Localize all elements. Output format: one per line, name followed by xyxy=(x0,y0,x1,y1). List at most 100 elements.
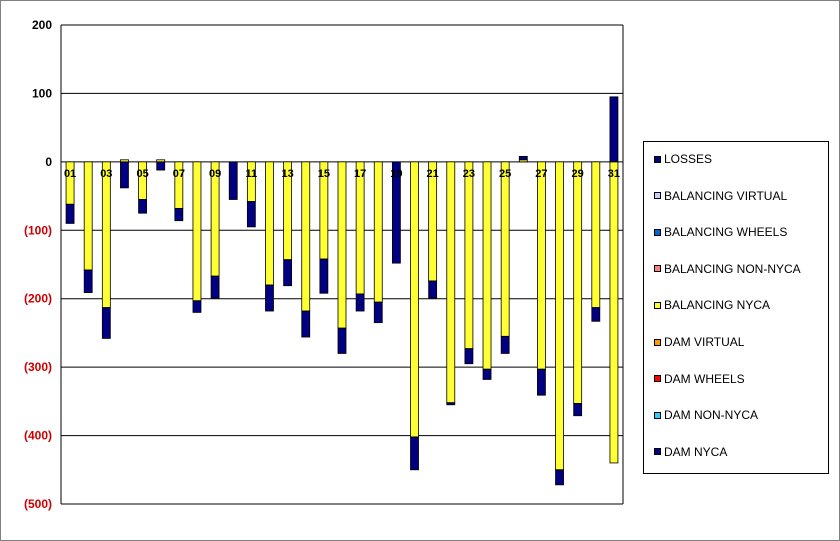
legend-item: BALANCING VIRTUAL xyxy=(654,189,787,203)
legend: LOSSES BALANCING VIRTUAL BALANCING WHEELS B… xyxy=(643,141,829,474)
y-tick-label: (200) xyxy=(24,292,52,306)
legend-label: DAM WHEELS xyxy=(664,371,745,386)
bar-segment xyxy=(265,284,274,312)
bar-segment xyxy=(174,207,184,222)
x-tick-label: 29 xyxy=(572,168,584,180)
bar-segment xyxy=(464,161,474,350)
legend-item: DAM NON-NYCA xyxy=(654,408,758,422)
legend-label: DAM NYCA xyxy=(664,444,728,459)
bar-segment xyxy=(138,199,147,214)
bar-segment xyxy=(355,161,365,295)
x-tick-label: 05 xyxy=(136,168,148,180)
legend-label: BALANCING VIRTUAL xyxy=(664,188,788,203)
bar-segment xyxy=(156,161,166,171)
legend-swatch xyxy=(654,338,661,346)
legend-swatch xyxy=(654,265,661,273)
bar-segment xyxy=(319,258,329,294)
legend-swatch xyxy=(654,228,661,236)
bar-segment xyxy=(283,259,293,287)
legend-swatch xyxy=(654,448,661,456)
legend-label: DAM NON-NYCA xyxy=(664,408,759,423)
bar-segment xyxy=(65,203,75,224)
bar-segment xyxy=(83,269,93,293)
y-tick-label: (100) xyxy=(24,223,52,237)
x-tick-label: 07 xyxy=(173,168,185,180)
bar-segment xyxy=(482,368,492,380)
legend-label: LOSSES xyxy=(664,152,713,166)
bar-segment xyxy=(265,161,274,286)
x-tick-label: 25 xyxy=(499,168,511,180)
bar-segment xyxy=(482,161,492,370)
x-tick-label: 13 xyxy=(281,168,293,180)
bar-segment xyxy=(428,280,438,299)
bar-segment xyxy=(337,327,347,354)
bar-segment xyxy=(337,161,347,329)
bar-segment xyxy=(210,275,220,299)
legend-item: DAM WHEELS xyxy=(654,372,745,386)
y-tick-label: 200 xyxy=(32,18,52,32)
bar-segment xyxy=(464,348,474,365)
x-tick-label: 27 xyxy=(535,168,547,180)
bar-segment xyxy=(391,161,401,264)
x-tick-label: 01 xyxy=(64,168,76,180)
legend-label: BALANCING NYCA xyxy=(664,298,771,313)
bar-segment xyxy=(446,161,456,404)
bar-segment xyxy=(573,403,583,417)
legend-item: DAM VIRTUAL xyxy=(654,335,744,349)
bar-segment xyxy=(228,161,238,200)
bar-segment xyxy=(518,155,528,161)
x-tick-label: 11 xyxy=(246,168,258,180)
bar-segment xyxy=(410,161,419,438)
bar-segment xyxy=(246,201,256,228)
legend-swatch xyxy=(654,192,661,200)
bar-segment xyxy=(355,293,365,312)
legend-label: DAM VIRTUAL xyxy=(664,335,745,349)
legend-item: BALANCING NON-NYCA xyxy=(654,262,801,276)
x-tick-label: 03 xyxy=(100,168,112,180)
x-tick-label: 23 xyxy=(463,168,475,180)
y-tick-label: 100 xyxy=(32,86,52,100)
x-tick-label: 21 xyxy=(427,168,439,180)
y-tick-label: (400) xyxy=(24,429,52,443)
bar-segment xyxy=(591,307,601,322)
x-tick-label: 19 xyxy=(390,168,402,180)
legend-item: LOSSES xyxy=(654,152,712,166)
bar-segment xyxy=(120,161,129,189)
legend-swatch xyxy=(654,411,661,419)
bar-segment xyxy=(555,161,564,471)
bar-segment xyxy=(555,469,564,486)
bar-segment xyxy=(573,161,583,404)
legend-item: DAM NYCA xyxy=(654,445,727,459)
bar-segment xyxy=(192,161,202,302)
legend-swatch xyxy=(654,375,661,383)
y-tick-label: (500) xyxy=(24,497,52,511)
x-tick-label: 15 xyxy=(318,168,330,180)
bar-segment xyxy=(500,161,510,337)
bar-segment xyxy=(500,335,510,354)
bar-segment xyxy=(609,161,619,464)
bar-segment xyxy=(591,161,601,309)
bar-segment xyxy=(101,307,111,339)
bar-segment xyxy=(537,161,546,370)
bar-segment xyxy=(301,161,311,312)
legend-label: BALANCING WHEELS xyxy=(664,225,788,240)
x-tick-label: 09 xyxy=(209,168,221,180)
bar-segment xyxy=(101,161,111,309)
y-tick-label: (300) xyxy=(24,360,52,374)
legend-swatch xyxy=(654,301,661,309)
bar-segment xyxy=(373,161,383,303)
bar-segment xyxy=(192,300,202,313)
bar-segment xyxy=(537,368,546,396)
legend-label: BALANCING NON-NYCA xyxy=(664,261,801,276)
y-tick-label: 0 xyxy=(45,155,52,169)
x-tick-label: 17 xyxy=(354,168,366,180)
bar-segment xyxy=(410,436,419,471)
bar-segment xyxy=(301,310,311,338)
bar-segment xyxy=(373,301,383,324)
bar-segment xyxy=(609,96,619,163)
legend-item: BALANCING NYCA xyxy=(654,298,770,312)
legend-swatch xyxy=(654,155,661,163)
bar-segment xyxy=(83,161,93,271)
